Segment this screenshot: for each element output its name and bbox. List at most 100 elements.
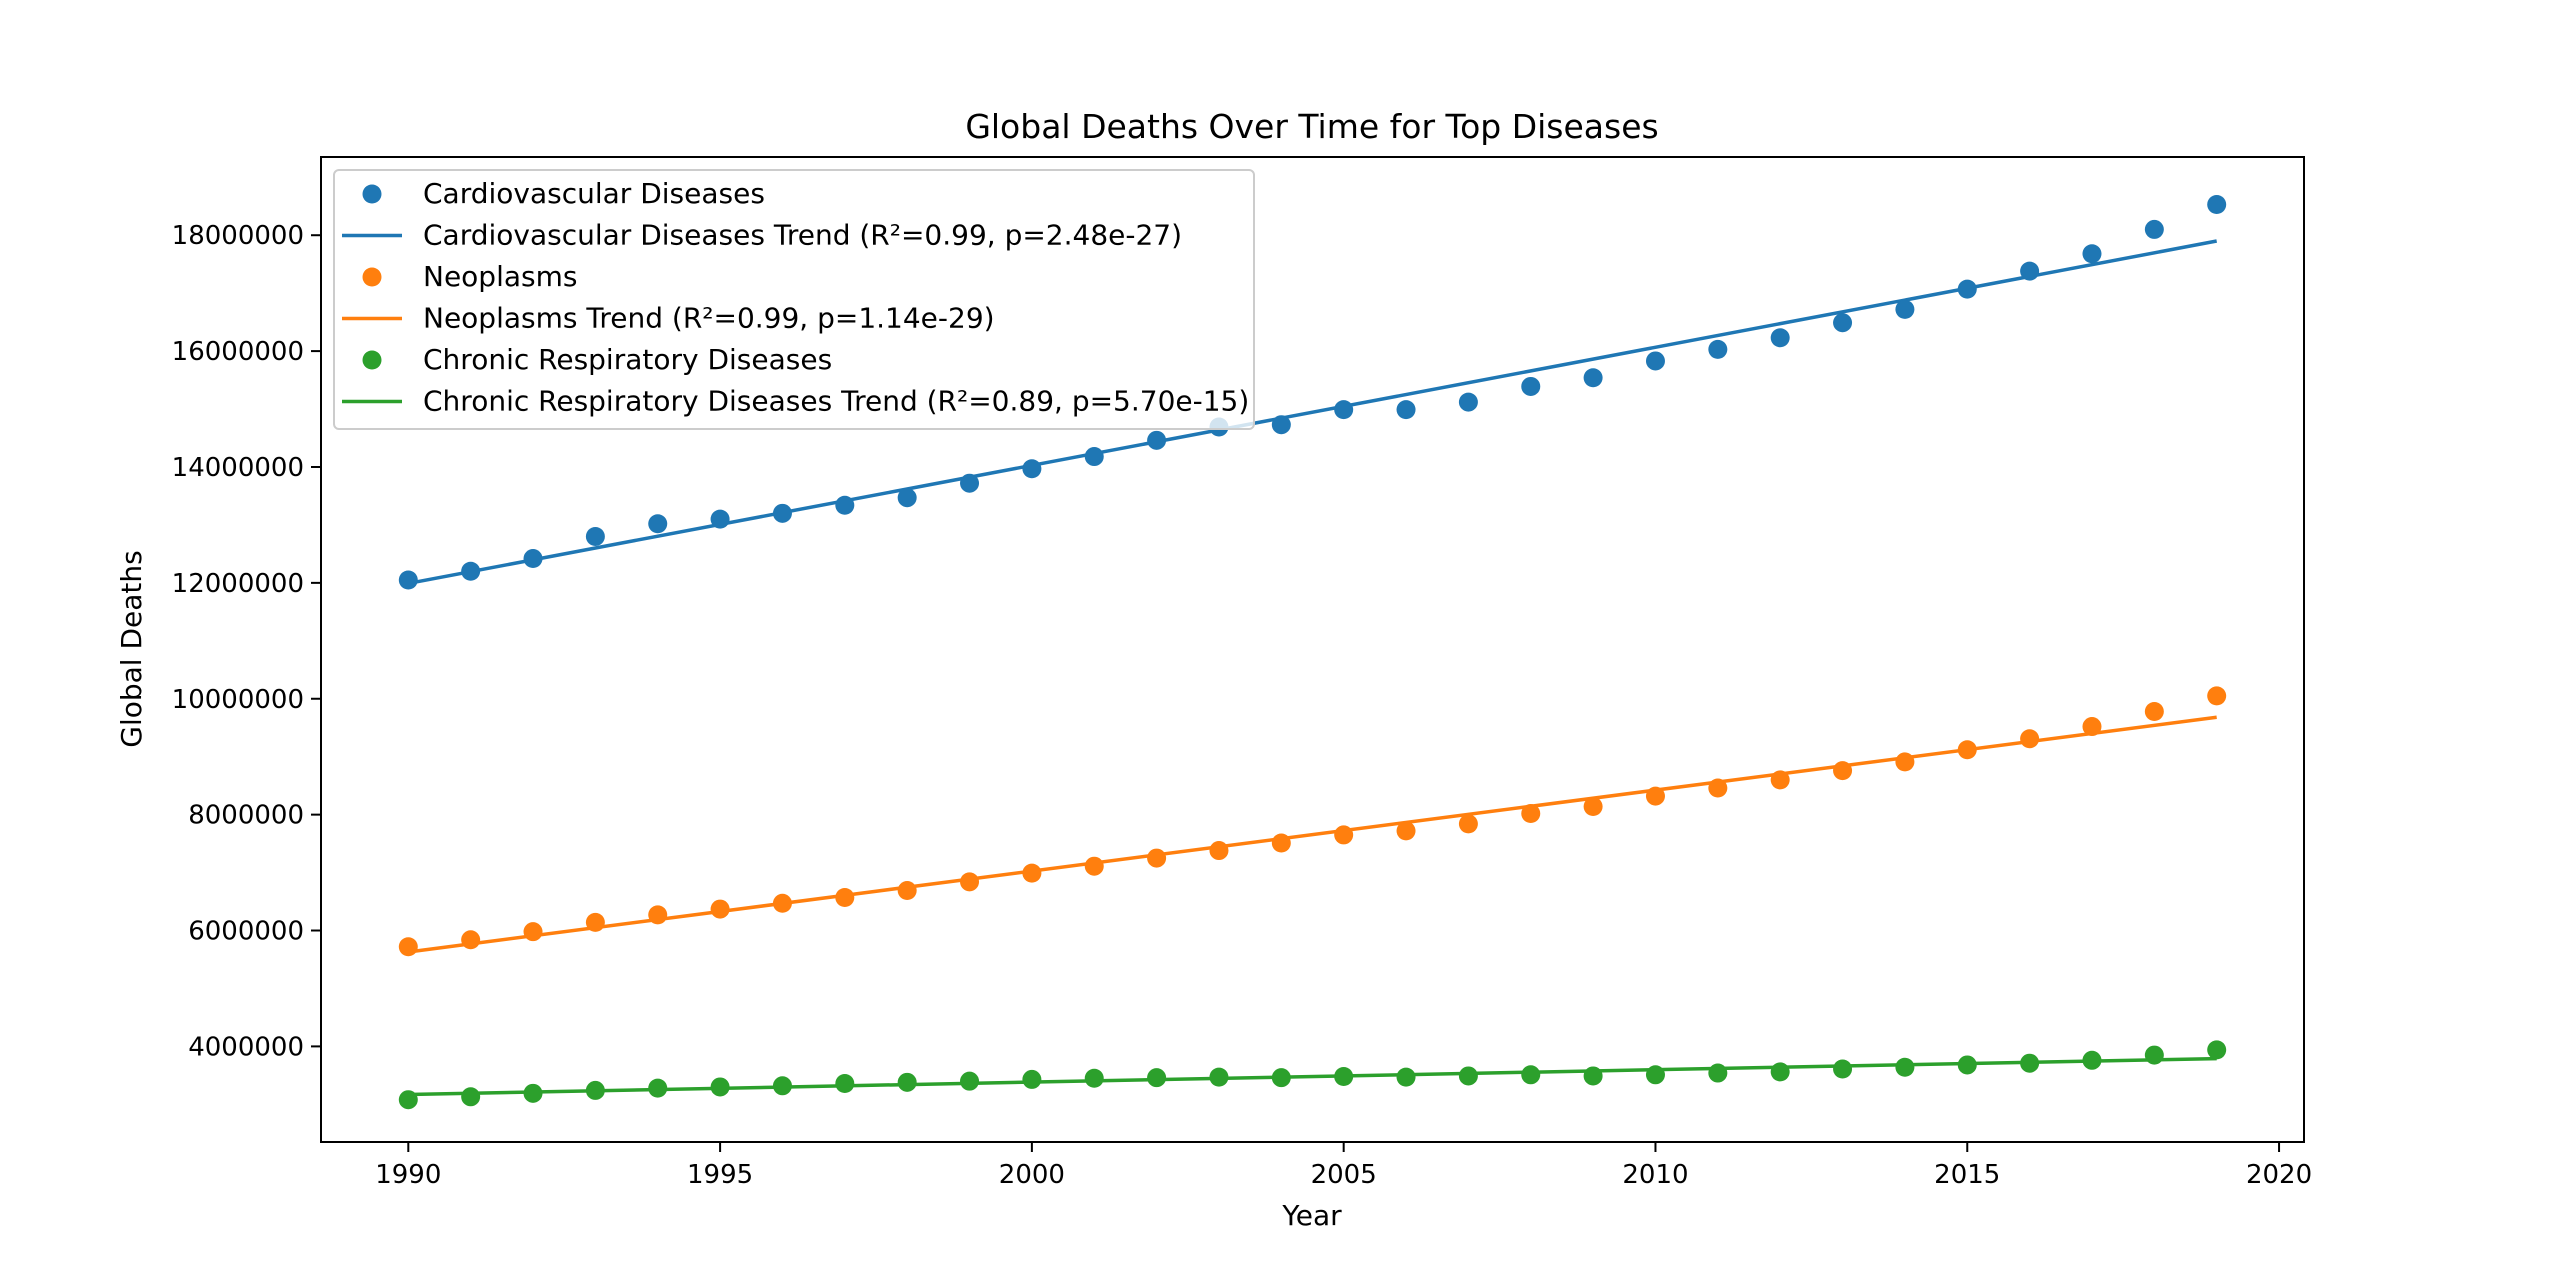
data-point bbox=[1271, 833, 1291, 853]
data-point bbox=[461, 930, 481, 950]
data-point bbox=[461, 1087, 481, 1107]
legend-entry-label: Cardiovascular Diseases Trend (R²=0.99, … bbox=[423, 219, 1182, 252]
data-point bbox=[1833, 1059, 1853, 1079]
data-point bbox=[461, 561, 481, 581]
data-point bbox=[2082, 244, 2102, 264]
data-point bbox=[1583, 1066, 1603, 1086]
data-point bbox=[835, 495, 855, 515]
data-point bbox=[710, 509, 730, 529]
data-point bbox=[1458, 814, 1478, 834]
data-point bbox=[1708, 1063, 1728, 1083]
data-point bbox=[1084, 1068, 1104, 1088]
data-point bbox=[1895, 299, 1915, 319]
x-tick-label: 2005 bbox=[1311, 1160, 1377, 1190]
series-layer bbox=[398, 195, 2227, 1110]
x-tick-label: 2020 bbox=[2246, 1160, 2312, 1190]
x-tick-label: 2000 bbox=[999, 1160, 1065, 1190]
data-point bbox=[1396, 400, 1416, 420]
legend-entry-label: Chronic Respiratory Diseases bbox=[423, 343, 832, 376]
data-point bbox=[2144, 219, 2164, 239]
data-point bbox=[1645, 351, 1665, 371]
data-point bbox=[585, 1080, 605, 1100]
chart-title: Global Deaths Over Time for Top Diseases bbox=[965, 107, 1658, 146]
data-point bbox=[1957, 279, 1977, 299]
data-point bbox=[772, 893, 792, 913]
data-point bbox=[1521, 1065, 1541, 1085]
data-point bbox=[1396, 821, 1416, 841]
data-point bbox=[1147, 848, 1167, 868]
y-tick-label: 8000000 bbox=[188, 801, 304, 831]
y-tick-label: 14000000 bbox=[172, 453, 304, 483]
data-point bbox=[1708, 778, 1728, 798]
data-point bbox=[1147, 430, 1167, 450]
data-point bbox=[523, 922, 543, 942]
data-point bbox=[897, 488, 917, 508]
x-axis: 1990 1995 2000 2005 2010 2015 2020 bbox=[375, 1142, 2312, 1190]
data-point bbox=[1521, 376, 1541, 396]
data-point bbox=[960, 872, 980, 892]
data-point bbox=[2020, 729, 2040, 749]
data-point bbox=[1022, 863, 1042, 883]
data-point bbox=[585, 912, 605, 932]
data-point bbox=[398, 1090, 418, 1110]
data-point bbox=[1833, 313, 1853, 333]
y-axis: 4000000 6000000 8000000 10000000 12000000 140… bbox=[172, 221, 321, 1062]
x-tick-label: 1990 bbox=[375, 1160, 441, 1190]
data-point bbox=[1833, 761, 1853, 781]
data-point bbox=[710, 899, 730, 919]
data-point bbox=[523, 549, 543, 569]
data-point bbox=[398, 937, 418, 957]
legend-entry-label: Neoplasms Trend (R²=0.99, p=1.14e-29) bbox=[423, 302, 995, 335]
data-point bbox=[1895, 1057, 1915, 1077]
data-point bbox=[648, 905, 668, 925]
data-point bbox=[648, 1078, 668, 1098]
data-point bbox=[1022, 1069, 1042, 1089]
data-point bbox=[2207, 686, 2227, 706]
data-point bbox=[960, 1071, 980, 1091]
y-tick-label: 16000000 bbox=[172, 337, 304, 367]
data-point bbox=[1957, 1055, 1977, 1075]
data-point bbox=[1645, 1065, 1665, 1085]
data-point bbox=[772, 1076, 792, 1096]
series-2-points bbox=[398, 686, 2227, 957]
y-tick-label: 6000000 bbox=[188, 917, 304, 947]
data-point bbox=[585, 527, 605, 547]
data-point bbox=[1458, 1066, 1478, 1086]
data-point bbox=[1271, 1068, 1291, 1088]
data-point bbox=[2207, 1040, 2227, 1060]
data-point bbox=[1334, 400, 1354, 420]
x-tick-label: 2015 bbox=[1934, 1160, 2000, 1190]
data-point bbox=[1396, 1067, 1416, 1087]
legend-marker bbox=[362, 267, 382, 287]
series-3-points bbox=[398, 1040, 2227, 1110]
data-point bbox=[897, 1072, 917, 1092]
data-point bbox=[1957, 740, 1977, 760]
data-point bbox=[2144, 1045, 2164, 1065]
data-point bbox=[1770, 770, 1790, 790]
data-point bbox=[1271, 415, 1291, 435]
legend-entry-label: Chronic Respiratory Diseases Trend (R²=0… bbox=[423, 385, 1249, 418]
data-point bbox=[1458, 392, 1478, 412]
y-tick-label: 10000000 bbox=[172, 685, 304, 715]
data-point bbox=[2020, 1053, 2040, 1073]
data-point bbox=[1895, 752, 1915, 772]
data-point bbox=[1334, 825, 1354, 845]
x-tick-label: 2010 bbox=[1622, 1160, 1688, 1190]
y-tick-label: 12000000 bbox=[172, 569, 304, 599]
data-point bbox=[710, 1077, 730, 1097]
x-axis-label: Year bbox=[1281, 1199, 1342, 1232]
x-tick-label: 1995 bbox=[687, 1160, 753, 1190]
data-point bbox=[1770, 328, 1790, 348]
legend-marker bbox=[362, 350, 382, 370]
data-point bbox=[1209, 1067, 1229, 1087]
data-point bbox=[1084, 856, 1104, 876]
data-point bbox=[2082, 1050, 2102, 1070]
legend-entry-label: Neoplasms bbox=[423, 260, 577, 293]
data-point bbox=[1645, 786, 1665, 806]
data-point bbox=[835, 887, 855, 907]
series-1-points bbox=[398, 195, 2227, 590]
data-point bbox=[772, 503, 792, 523]
data-point bbox=[2020, 261, 2040, 281]
y-tick-label: 4000000 bbox=[188, 1032, 304, 1062]
